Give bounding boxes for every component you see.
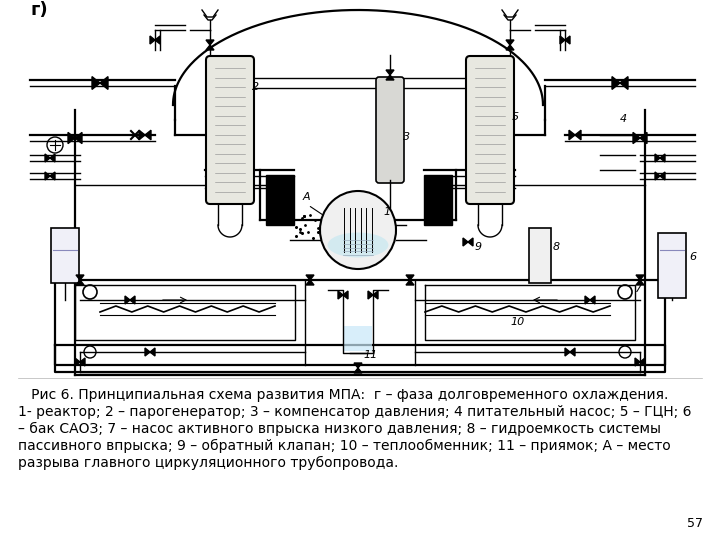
Polygon shape	[640, 132, 647, 144]
Polygon shape	[92, 77, 100, 90]
Polygon shape	[612, 77, 620, 90]
Polygon shape	[406, 280, 414, 285]
Polygon shape	[575, 130, 581, 140]
Polygon shape	[633, 132, 640, 144]
Polygon shape	[569, 130, 575, 140]
Text: 9: 9	[475, 242, 482, 252]
Polygon shape	[386, 75, 394, 80]
Polygon shape	[463, 238, 468, 246]
Polygon shape	[565, 348, 570, 356]
Bar	[424, 175, 452, 225]
Text: – бак САОЗ; 7 – насос активного впрыска низкого давления; 8 – гидроемкость систе: – бак САОЗ; 7 – насос активного впрыска …	[18, 422, 661, 436]
Polygon shape	[76, 275, 84, 280]
Text: г): г)	[30, 1, 48, 19]
Polygon shape	[45, 172, 50, 180]
Polygon shape	[150, 348, 155, 356]
Ellipse shape	[320, 191, 396, 269]
Polygon shape	[640, 358, 645, 366]
Text: 1: 1	[383, 207, 390, 217]
Polygon shape	[506, 45, 514, 50]
Polygon shape	[145, 348, 150, 356]
Text: 5: 5	[512, 112, 519, 122]
Polygon shape	[45, 154, 50, 162]
FancyBboxPatch shape	[206, 56, 254, 204]
Polygon shape	[155, 36, 160, 44]
Polygon shape	[655, 172, 660, 180]
Polygon shape	[660, 172, 665, 180]
Polygon shape	[100, 77, 108, 90]
Polygon shape	[125, 296, 130, 304]
Polygon shape	[368, 291, 373, 299]
Polygon shape	[560, 36, 565, 44]
Polygon shape	[80, 358, 85, 366]
Polygon shape	[306, 280, 314, 285]
Bar	[529, 227, 551, 282]
Polygon shape	[338, 291, 343, 299]
Ellipse shape	[328, 233, 388, 258]
FancyBboxPatch shape	[466, 56, 514, 204]
Text: пассивного впрыска; 9 – обратный клапан; 10 – теплообменник; 11 – приямок; А – м: пассивного впрыска; 9 – обратный клапан;…	[18, 439, 671, 453]
Bar	[266, 175, 294, 225]
Text: 2: 2	[252, 82, 259, 92]
Polygon shape	[620, 77, 628, 90]
Polygon shape	[75, 358, 80, 366]
Polygon shape	[76, 280, 84, 285]
Text: 8: 8	[553, 242, 560, 252]
Polygon shape	[343, 291, 348, 299]
Polygon shape	[130, 296, 135, 304]
Polygon shape	[50, 172, 55, 180]
Bar	[658, 233, 686, 298]
FancyBboxPatch shape	[344, 326, 372, 351]
Polygon shape	[386, 70, 394, 75]
Polygon shape	[636, 275, 644, 280]
Polygon shape	[655, 154, 660, 162]
Polygon shape	[150, 36, 155, 44]
Polygon shape	[590, 296, 595, 304]
Polygon shape	[636, 280, 644, 285]
Text: 6: 6	[689, 252, 696, 262]
Text: 57: 57	[687, 517, 703, 530]
Polygon shape	[585, 296, 590, 304]
Text: 10: 10	[510, 317, 524, 327]
Bar	[51, 227, 79, 282]
Polygon shape	[354, 363, 362, 368]
Polygon shape	[354, 368, 362, 373]
Polygon shape	[660, 154, 665, 162]
Text: разрыва главного циркуляционного трубопровода.: разрыва главного циркуляционного трубопр…	[18, 456, 398, 470]
Polygon shape	[206, 45, 214, 50]
Polygon shape	[565, 36, 570, 44]
Text: А: А	[303, 192, 310, 202]
Polygon shape	[139, 130, 145, 140]
Text: 7: 7	[635, 284, 642, 294]
Polygon shape	[468, 238, 473, 246]
Text: 4: 4	[620, 114, 627, 124]
Text: 11: 11	[363, 350, 377, 360]
Text: Рис 6. Принципиальная схема развития МПА:  г – фаза долговременного охлаждения.: Рис 6. Принципиальная схема развития МПА…	[18, 388, 668, 402]
Polygon shape	[406, 275, 414, 280]
Polygon shape	[373, 291, 378, 299]
Polygon shape	[68, 132, 75, 144]
Polygon shape	[506, 40, 514, 45]
Polygon shape	[50, 154, 55, 162]
Polygon shape	[75, 132, 82, 144]
Text: 3: 3	[403, 132, 410, 142]
Polygon shape	[206, 40, 214, 45]
FancyBboxPatch shape	[376, 77, 404, 183]
Polygon shape	[570, 348, 575, 356]
Polygon shape	[306, 275, 314, 280]
Polygon shape	[145, 130, 151, 140]
Polygon shape	[635, 358, 640, 366]
Text: 1- реактор; 2 – парогенератор; 3 – компенсатор давления; 4 питательный насос; 5 : 1- реактор; 2 – парогенератор; 3 – компе…	[18, 405, 691, 419]
